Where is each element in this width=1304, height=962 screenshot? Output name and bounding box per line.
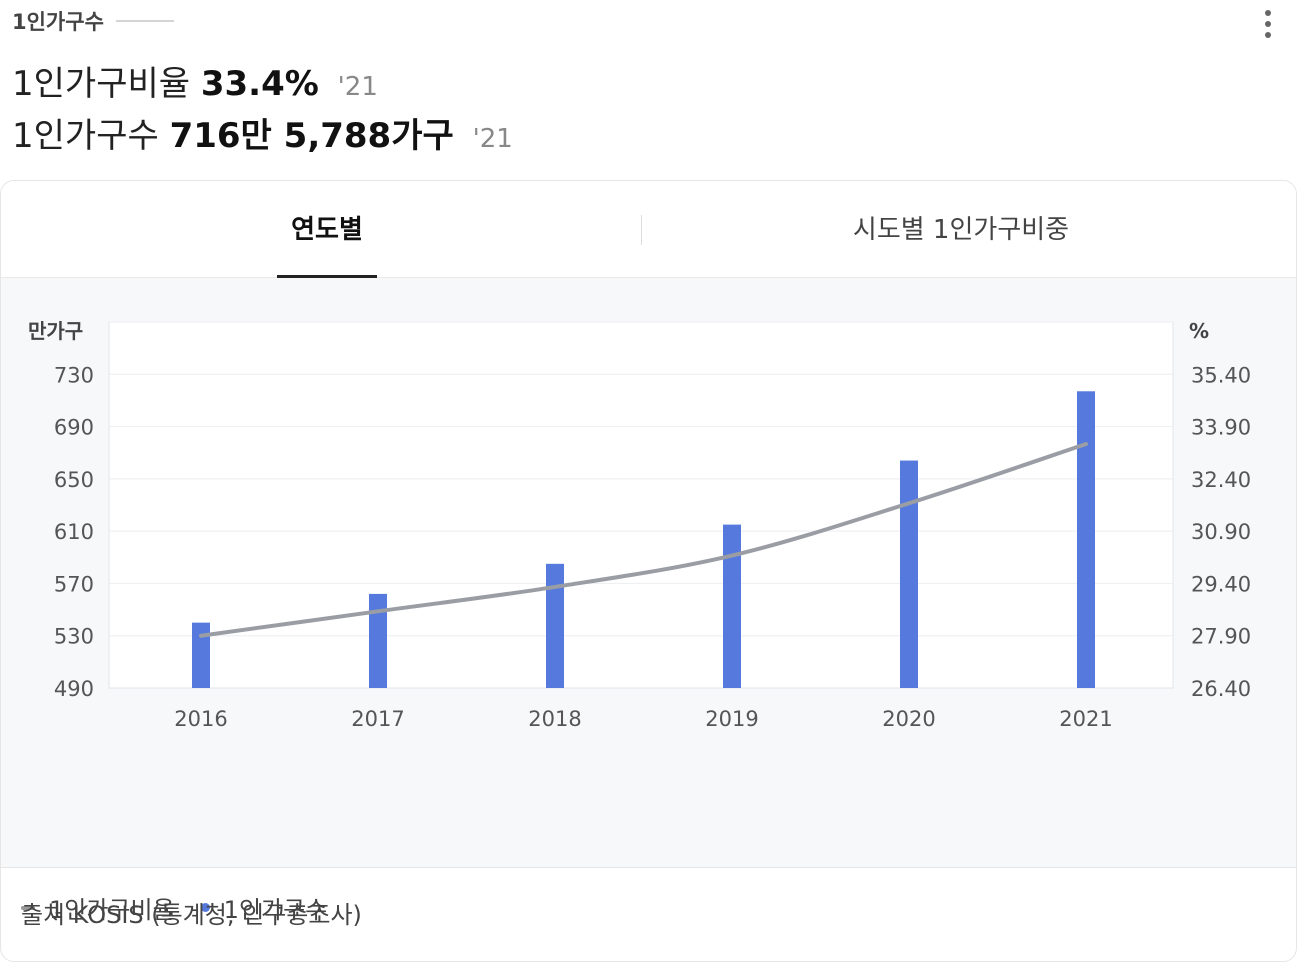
stat-ratio-label: 1인가구비율 (12, 64, 191, 104)
active-tab-indicator (277, 275, 377, 278)
bar-2018 (546, 563, 564, 688)
ratio-line (199, 442, 1088, 638)
tab-by-region[interactable]: 시도별 1인가구비중 (852, 215, 1070, 245)
stat-ratio-value: 33.4% (200, 64, 319, 104)
stat-ratio-year: '21 (337, 72, 378, 102)
chart-area: 만가구 730 690 650 610 570 530 490% 35.40 33.90 32.40… (1, 278, 1296, 924)
stat-count-label: 1인가구수 (12, 116, 159, 156)
source-text: 출처 KOSIS (통계청, 인구총조사) (21, 901, 362, 929)
bar-2021 (1077, 391, 1095, 688)
stat-count-year: '21 (472, 124, 513, 154)
y-right-tick-label: 27.90 (1191, 625, 1251, 649)
combo-chart: 만가구 730 690 650 610 570 530 490% 35.40 33.90 32.40… (28, 319, 1251, 731)
y-left-tick-label: 530 (54, 625, 94, 649)
card-title-text: 1인가구수 (12, 10, 104, 34)
y-left-tick-label: 730 (54, 363, 94, 387)
stat-count: 1인가구수 716만 5,788가구 '21 (12, 108, 513, 157)
legend-label-ratio: 1인가구비율 (49, 896, 175, 924)
chart-legend: 1인가구비율 1인가구수 (21, 890, 353, 925)
bar-2019 (723, 524, 741, 688)
source-divider (1, 867, 1296, 868)
chart-panel: 연도별 시도별 1인가구비중 만가구 730 690 650 610 570 530 490%… (0, 180, 1297, 962)
card-title: 1인가구수 (12, 6, 174, 36)
more-options-icon[interactable] (1258, 8, 1278, 40)
x-tick-label: 2021 (1059, 707, 1112, 731)
stat-ratio: 1인가구비율 33.4% '21 (12, 56, 378, 105)
y-left-tick-label: 610 (54, 520, 94, 544)
legend-line-marker (21, 905, 35, 910)
y-left-axis-label: 만가구 (28, 319, 83, 343)
plot-background (108, 321, 1174, 689)
x-tick-label: 2018 (528, 707, 581, 731)
y-left-tick-label: 690 (54, 416, 94, 440)
y-right-tick-label: 35.40 (1191, 363, 1251, 387)
legend-item-count[interactable]: 1인가구수 (200, 890, 328, 925)
title-rule (115, 20, 174, 22)
bar-2017 (369, 593, 387, 688)
y-right-tick-label: 29.40 (1191, 572, 1251, 596)
x-tick-label: 2019 (705, 707, 758, 731)
y-left-tick-label: 570 (54, 572, 94, 596)
bar-2016 (192, 622, 210, 688)
tab-bar: 연도별 시도별 1인가구비중 (1, 181, 1296, 278)
tab-divider (641, 215, 642, 245)
x-tick-label: 2016 (174, 707, 227, 731)
legend-item-ratio[interactable]: 1인가구비율 (21, 890, 175, 925)
y-right-tick-label: 33.90 (1191, 416, 1251, 440)
y-right-tick-label: 26.40 (1191, 677, 1251, 701)
bar-2020 (900, 460, 918, 688)
tab-by-year[interactable]: 연도별 (291, 215, 363, 245)
y-left-tick-label: 650 (54, 468, 94, 492)
x-tick-label: 2020 (882, 707, 935, 731)
legend-dot-marker (200, 903, 210, 912)
y-right-tick-label: 32.40 (1191, 468, 1251, 492)
y-right-tick-label: 30.90 (1191, 520, 1251, 544)
x-tick-label: 2017 (351, 707, 404, 731)
stat-count-value: 716만 5,788가구 (169, 116, 454, 156)
y-left-tick-label: 490 (54, 677, 94, 701)
legend-label-count: 1인가구수 (223, 896, 328, 924)
y-right-axis-label: % (1189, 319, 1209, 343)
